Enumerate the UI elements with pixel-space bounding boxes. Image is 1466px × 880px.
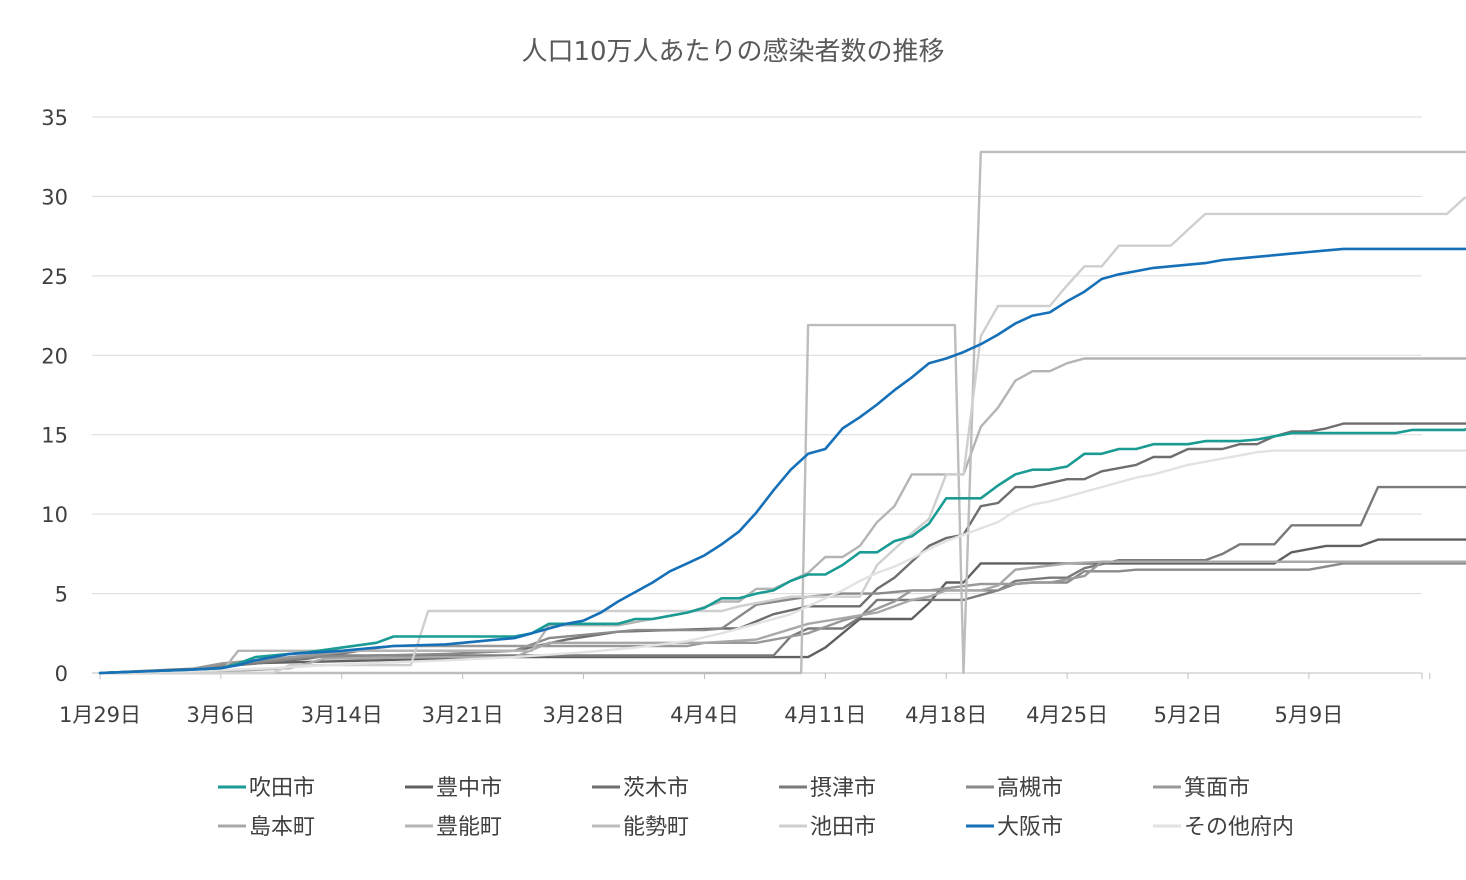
x-tick-label: 3月28日 bbox=[543, 703, 625, 727]
series-line-9 bbox=[98, 150, 1466, 675]
x-tick-label: 3月14日 bbox=[301, 703, 383, 727]
legend-label: 豊中市 bbox=[436, 776, 502, 801]
series-line-7 bbox=[98, 560, 1466, 675]
legend-label: 豊能町 bbox=[436, 815, 502, 840]
x-tick-label: 5月9日 bbox=[1275, 703, 1344, 727]
legend-label: その他府内 bbox=[1184, 815, 1294, 840]
series-line-10 bbox=[98, 196, 1466, 675]
series-line-4 bbox=[98, 485, 1466, 675]
y-tick-label: 5 bbox=[55, 583, 68, 607]
series-line-12 bbox=[98, 449, 1466, 675]
legend-label: 茨木市 bbox=[623, 776, 689, 801]
series-lines bbox=[98, 150, 1466, 675]
x-tick-label: 5月2日 bbox=[1154, 703, 1223, 727]
y-tick-label: 10 bbox=[41, 503, 68, 527]
series-line-11 bbox=[98, 247, 1466, 675]
x-tick-label: 4月18日 bbox=[905, 703, 987, 727]
x-tick-label: 1月29日 bbox=[59, 703, 141, 727]
y-tick-label: 35 bbox=[41, 106, 68, 130]
x-tick-label: 3月21日 bbox=[422, 703, 504, 727]
series-line-3 bbox=[98, 422, 1466, 675]
x-tick-label: 4月11日 bbox=[784, 703, 866, 727]
legend-label: 能勢町 bbox=[623, 815, 689, 840]
legend-label: 池田市 bbox=[810, 815, 876, 840]
legend-label: 吹田市 bbox=[249, 776, 315, 801]
y-tick-label: 0 bbox=[55, 662, 68, 686]
y-tick-label: 20 bbox=[41, 344, 68, 368]
legend-label: 摂津市 bbox=[810, 776, 876, 801]
series-line-2 bbox=[98, 538, 1466, 675]
series-line-8 bbox=[98, 357, 1466, 675]
axes: 0 5 10 15 20 25 30 35 1月29日 3月6日 3月14日 3月21日 3月28日 4月… bbox=[41, 106, 1431, 727]
x-tick-label: 4月4日 bbox=[670, 703, 739, 727]
chart-title: 人口10万人あたりの感染者数の推移 bbox=[521, 37, 944, 67]
legend-label: 箕面市 bbox=[1184, 776, 1250, 801]
legend-label: 大阪市 bbox=[997, 815, 1063, 840]
x-tick-label: 3月6日 bbox=[187, 703, 256, 727]
legend-label: 島本町 bbox=[249, 815, 315, 840]
series-line-1 bbox=[98, 427, 1466, 675]
gridlines bbox=[92, 116, 1422, 595]
y-tick-label: 25 bbox=[41, 265, 68, 289]
y-tick-label: 30 bbox=[41, 185, 68, 209]
legend-label: 高槻市 bbox=[997, 776, 1063, 801]
y-tick-label: 15 bbox=[41, 424, 68, 448]
x-tick-label: 4月25日 bbox=[1026, 703, 1108, 727]
